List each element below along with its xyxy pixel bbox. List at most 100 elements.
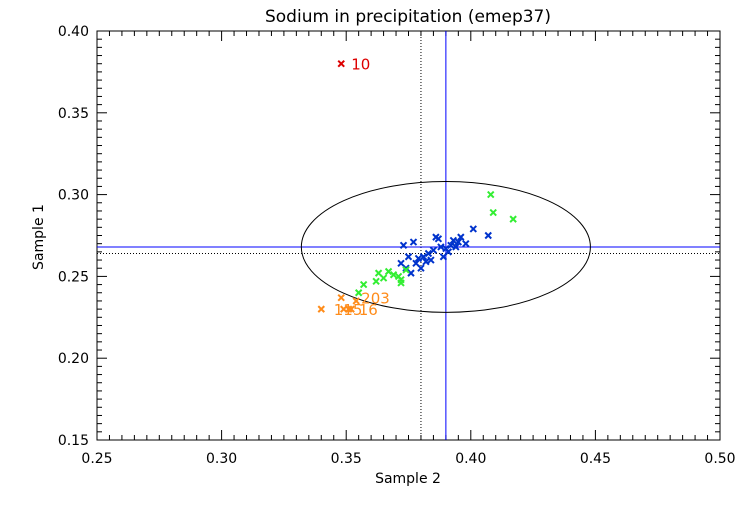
data-point-stroke [384,267,393,276]
data-point [417,264,425,272]
point-annotation: 115 [334,301,363,319]
data-point [449,236,458,245]
series-group [397,225,492,277]
data-point-stroke [317,305,325,313]
data-point [317,305,325,313]
x-tick-label: 0.50 [704,451,735,467]
data-point [437,243,445,251]
data-point [337,60,345,68]
data-point-stroke [462,239,470,248]
data-point-stroke [429,246,438,254]
data-point [509,215,517,223]
data-point-stroke [407,269,415,277]
data-point-stroke [417,264,425,272]
y-tick-label: 0.15 [58,433,89,449]
data-point [414,254,423,263]
series-group [317,293,360,313]
y-tick-label: 0.20 [58,351,89,367]
data-point [344,305,353,313]
data-point [487,190,495,199]
chart-title: Sodium in precipitation (emep37) [265,7,551,27]
data-point [337,293,345,302]
x-tick-label: 0.35 [331,451,362,467]
y-tick-label: 0.40 [58,24,89,40]
data-point-stroke [402,266,410,274]
data-point-stroke [397,259,405,268]
data-point [469,225,477,233]
series-group [337,60,345,68]
data-point [379,274,388,282]
data-point-stroke [469,225,477,233]
y-tick-label: 0.30 [58,188,89,204]
data-point-stroke [419,253,428,261]
data-point-stroke [412,259,420,268]
data-point [384,267,393,276]
data-point [359,280,368,289]
data-point [462,239,470,248]
x-tick-label: 0.40 [455,451,486,467]
data-point-stroke [354,289,363,297]
data-point-stroke [437,243,445,251]
data-point-stroke [457,233,465,241]
data-point [399,241,408,250]
data-point-stroke [372,277,380,286]
data-point-stroke [389,271,398,279]
data-point [397,279,405,287]
data-point-stroke [374,269,383,277]
data-point-stroke [352,297,360,305]
series-group [354,190,517,297]
plot-frame [96,30,721,441]
y-tick-label: 0.35 [58,106,89,122]
data-point [429,246,438,254]
data-point-stroke [409,238,418,246]
point-annotation: 203 [361,290,390,308]
data-point-stroke [359,280,368,289]
data-point-stroke [399,241,408,250]
y-tick-label: 0.25 [58,269,89,285]
y-axis-label: Sample 1 [31,204,47,270]
data-point [484,231,492,240]
data-point-stroke [489,208,497,217]
data-point [452,243,460,251]
data-point-stroke [337,293,345,302]
data-point [402,266,410,274]
data-point-stroke [454,238,463,246]
data-point-stroke [447,241,455,250]
data-point-stroke [444,248,453,256]
data-point-stroke [397,279,405,287]
data-point [372,277,380,286]
point-annotation: 16 [359,301,378,319]
data-point-stroke [422,257,430,266]
data-point-stroke [452,243,460,251]
confidence-ellipse [300,181,591,313]
data-point [422,257,430,266]
data-point [424,249,433,258]
data-point [434,235,443,243]
data-point [389,271,398,279]
data-point [427,256,435,264]
data-point-stroke [414,254,423,263]
plot-layer: 0.25 0.30 0.35 0.40 0.45 0.50 0.15 0.20 0.25 0.30… [58,24,736,467]
data-point-stroke [449,236,458,245]
data-point-stroke [427,256,435,264]
x-tick-label: 0.30 [206,451,237,467]
data-point-stroke [484,231,492,240]
data-point-stroke [347,305,355,313]
data-point-stroke [344,305,353,313]
data-point-stroke [337,60,345,68]
data-point [489,208,497,217]
data-point [419,253,428,261]
point-annotation: 10 [351,56,370,74]
data-point-stroke [424,249,433,258]
data-point [454,238,463,246]
data-point-stroke [402,264,410,272]
data-point [447,241,455,250]
data-point [444,248,453,256]
data-point [347,305,355,313]
data-point-stroke [379,274,388,282]
data-point [352,297,360,305]
data-point [404,253,413,261]
x-tick-label: 0.25 [81,451,112,467]
